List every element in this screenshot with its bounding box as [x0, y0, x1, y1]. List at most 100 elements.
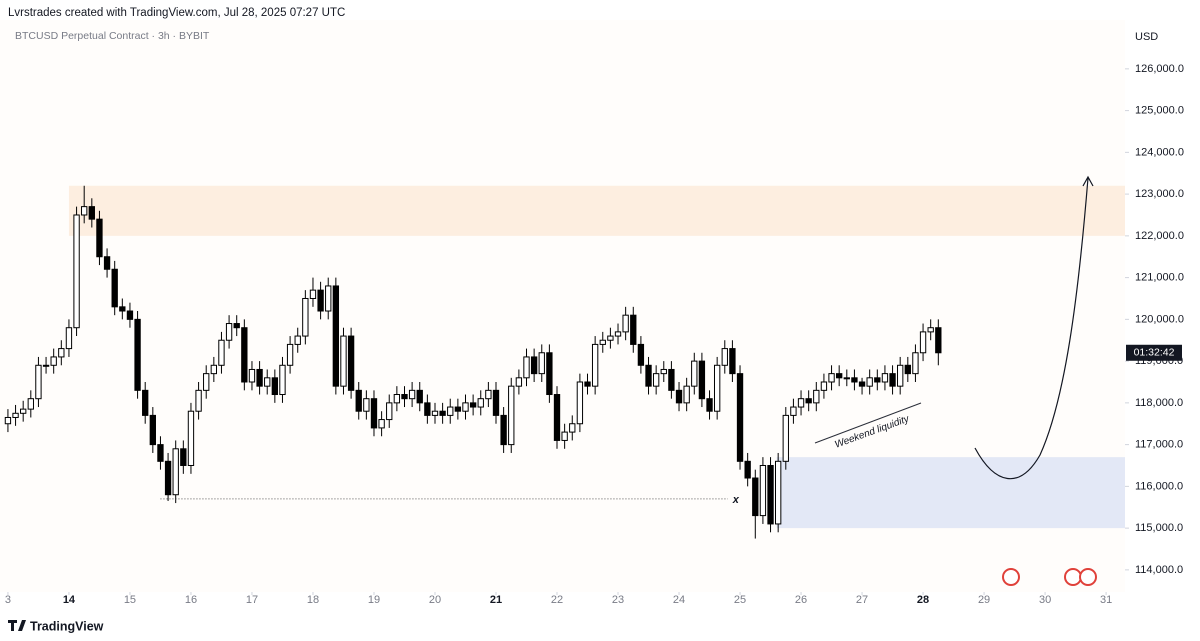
candle-body: [187, 410, 195, 466]
candle-body: [622, 314, 629, 333]
candle-body: [294, 335, 301, 345]
candle-body: [180, 448, 187, 466]
candle-body: [370, 398, 378, 429]
x-tick-label: 19: [368, 594, 380, 606]
x-tick-label: 17: [246, 594, 258, 606]
candle-body: [805, 398, 812, 404]
candle-body: [355, 389, 362, 412]
candle-body: [142, 389, 149, 416]
brand-logo: TradingView: [8, 619, 104, 633]
candle-body: [126, 310, 134, 320]
candle-body: [935, 327, 942, 354]
candle-body: [332, 285, 340, 387]
candle-body: [195, 389, 202, 412]
candle-body: [645, 364, 652, 387]
candle-body: [164, 460, 172, 496]
candle-body: [416, 389, 423, 404]
candle-body: [203, 373, 210, 391]
candle-body: [218, 339, 225, 366]
candle-body: [363, 398, 370, 412]
candle-body: [599, 339, 606, 345]
candle-body: [652, 373, 660, 387]
y-tick-label: 122,000.0: [1135, 230, 1184, 242]
candle-body: [12, 412, 19, 418]
candle-body: [378, 419, 385, 429]
candle-body: [828, 373, 835, 383]
candle-body: [340, 335, 347, 387]
candle-body: [134, 318, 141, 391]
candle-body: [553, 394, 561, 441]
candle-body: [584, 381, 591, 387]
candle-body: [881, 373, 889, 383]
candle-body: [820, 381, 828, 391]
candle-body: [874, 377, 881, 383]
candle-body: [912, 352, 919, 375]
candle-body: [469, 402, 477, 408]
candle-body: [538, 352, 545, 375]
candle-body: [279, 364, 286, 396]
candle-body: [530, 356, 538, 375]
candle-body: [744, 460, 751, 479]
candle-body: [614, 331, 622, 337]
logo-icon: [8, 620, 26, 631]
countdown-box: [1126, 344, 1182, 361]
candle-body: [721, 348, 728, 366]
liquidity-label: x: [732, 494, 740, 506]
y-tick-label: 123,000.0: [1135, 188, 1184, 200]
candle-body: [706, 398, 713, 412]
y-tick-label: 121,000.0: [1135, 272, 1184, 284]
candle-body: [477, 398, 484, 408]
x-tick-label: 27: [856, 594, 868, 606]
candle-body: [264, 377, 271, 387]
candle-body: [668, 368, 675, 391]
candle-body: [637, 343, 645, 366]
candle-body: [241, 327, 248, 383]
candle-body: [225, 323, 233, 341]
event-icon[interactable]: [1064, 568, 1082, 586]
event-icon[interactable]: [1002, 568, 1020, 586]
candle-body: [683, 385, 690, 404]
candle-body: [561, 431, 568, 441]
candle-body: [149, 414, 156, 446]
candle-body: [73, 214, 80, 329]
candle-body: [35, 364, 42, 400]
candle-body: [759, 464, 767, 517]
x-tick-label: 21: [490, 594, 502, 606]
candle-body: [919, 331, 927, 354]
candle-body: [797, 398, 805, 408]
event-icons: [1002, 568, 1097, 586]
candle-body: [42, 364, 50, 367]
x-tick-label: 16: [185, 594, 197, 606]
candle-body: [736, 373, 744, 462]
candle-body: [492, 389, 500, 416]
candle-body: [485, 389, 492, 400]
candle-body: [256, 368, 263, 387]
candle-body: [500, 414, 507, 446]
x-tick-label: 23: [612, 594, 624, 606]
candle-body: [172, 448, 179, 496]
x-tick-label: 22: [551, 594, 563, 606]
y-tick-label: 115,000.0: [1135, 522, 1183, 534]
candle-body: [790, 406, 797, 416]
projection-curve: [974, 177, 1089, 480]
candle-body: [454, 406, 462, 412]
candle-body: [729, 348, 736, 375]
candle-body: [309, 289, 317, 299]
y-tick-label: 117,000.0: [1135, 439, 1183, 451]
candle-body: [81, 206, 88, 216]
candle-body: [782, 414, 789, 462]
candle-body: [439, 410, 446, 416]
candle-body: [111, 268, 118, 308]
candle-body: [774, 460, 782, 525]
y-tick-label: 116,000.0: [1135, 480, 1183, 492]
candle-body: [88, 206, 95, 220]
candle-body: [889, 373, 896, 387]
candle-body: [546, 352, 553, 396]
candle-body: [119, 306, 126, 312]
y-tick-label: 120,000.0: [1135, 313, 1184, 325]
candle-body: [866, 377, 873, 387]
event-icon[interactable]: [1079, 568, 1097, 586]
candle-body: [50, 356, 57, 366]
y-tick-label: 114,000.0: [1135, 564, 1183, 576]
candle-body: [927, 327, 934, 333]
